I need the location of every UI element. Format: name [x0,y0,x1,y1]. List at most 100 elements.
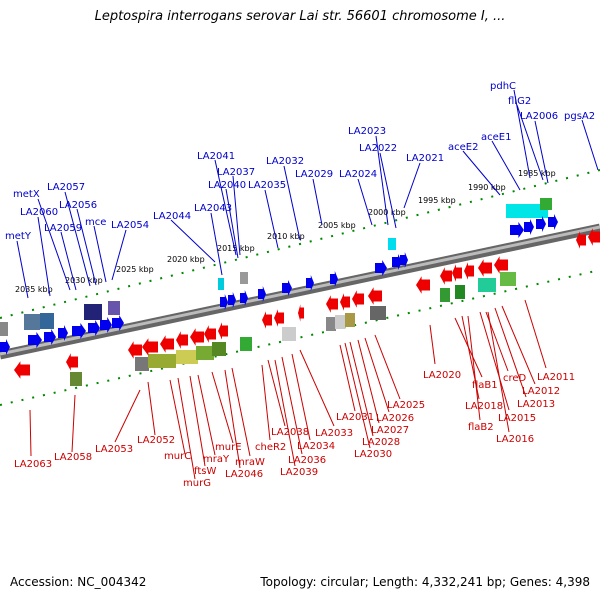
top-gene-labels: pdhC fliG2 LA2006 pgsA2 aceE1 aceE2 LA20… [5,81,595,242]
forward-gene-arrow[interactable] [282,280,292,296]
reverse-gene-arrow[interactable] [218,322,228,340]
forward-gene-arrow[interactable] [548,214,558,230]
reverse-gene-arrow[interactable] [368,287,382,305]
gene-label: metX [13,189,40,200]
forward-gene-arrow[interactable] [112,315,124,331]
reverse-gene-arrow[interactable] [128,341,142,359]
gene-label: LA2054 [111,220,149,231]
gene-label: LA2037 [217,167,255,178]
forward-gene-arrow[interactable] [88,320,100,336]
forward-gene-arrow[interactable] [400,252,408,268]
gene-label: LA2021 [406,153,444,164]
gene-label: LA2018 [465,401,503,412]
gene-label: LA2035 [248,180,286,191]
forward-gene-arrow[interactable] [228,292,236,308]
gene-label: mraW [235,457,265,468]
gene-label: LA2058 [54,452,92,463]
gene-label: LA2022 [359,143,397,154]
tick-label: 2035 kbp [15,285,53,294]
forward-gene-arrow[interactable] [28,332,42,348]
gene-label: LA2063 [14,459,52,470]
reverse-gene-arrow[interactable] [340,293,350,311]
reverse-gene-arrow[interactable] [326,295,338,313]
reverse-gene-arrow[interactable] [440,267,452,285]
accession-label: Accession: NC_004342 [10,575,147,589]
reverse-gene-arrow[interactable] [176,331,188,349]
tick-label: 2025 kbp [116,265,154,274]
tick-label: 2030 kbp [65,276,103,285]
reverse-gene-arrow[interactable] [494,256,508,274]
bottom-gene-labels: LA2011 LA2020 flaB1 creD LA2012 LA2018 L… [14,370,575,489]
forward-gene-arrow[interactable] [100,317,112,333]
reverse-gene-arrow[interactable] [478,259,492,277]
forward-gene-arrow[interactable] [240,290,248,306]
top-label-connectors [16,89,599,299]
gene-label: LA2006 [520,111,558,122]
tick-label: 2020 kbp [167,255,205,264]
gene-label: LA2053 [95,444,133,455]
gene-label: LA2013 [517,399,555,410]
reverse-gene-arrow[interactable] [14,361,30,379]
gene-label: LA2040 [208,180,246,191]
reverse-gene-arrow[interactable] [588,228,600,246]
map-title: Leptospira interrogans serovar Lai str. … [94,9,506,24]
forward-gene-arrow[interactable] [330,271,338,287]
gene-label: LA2057 [47,182,85,193]
gene-label: LA2044 [153,211,191,222]
reverse-gene-arrow[interactable] [190,328,204,346]
reverse-gene-arrow[interactable] [66,353,78,371]
gene-label: flaB1 [472,380,498,391]
forward-gene-arrow[interactable] [0,339,10,355]
tick-label: 2000 kbp [368,208,406,217]
gene-label: LA2031 [336,412,374,423]
reverse-gene-arrow[interactable] [452,264,462,282]
reverse-gene-arrow[interactable] [416,276,430,294]
gene-label: LA2052 [137,435,175,446]
forward-gene-arrow[interactable] [524,219,534,235]
forward-gene-arrow[interactable] [58,325,68,341]
forward-genes[interactable] [0,214,558,355]
gene-label: LA2012 [522,386,560,397]
reverse-gene-arrow[interactable] [142,338,158,356]
tick-label: 2010 kbp [267,232,305,241]
kbp-scale-top [0,169,600,319]
tick-label: 1985 kbp [518,169,556,178]
gene-label: LA2030 [354,449,392,460]
gene-label: murE [215,442,242,453]
gene-label: LA2039 [280,467,318,478]
gene-label: aceE2 [448,142,478,153]
reverse-gene-arrow[interactable] [576,231,586,249]
forward-gene-arrow[interactable] [536,216,546,232]
reverse-genes[interactable] [14,228,600,379]
gene-label: LA2015 [498,413,536,424]
gene-label: murG [183,478,211,489]
gene-label: LA2023 [348,126,386,137]
gene-label: LA2038 [271,427,309,438]
gene-label: mraY [203,454,230,465]
forward-gene-arrow[interactable] [510,222,524,238]
reverse-gene-arrow[interactable] [204,325,216,343]
reverse-gene-arrow[interactable] [262,311,272,329]
gene-label: LA2011 [537,372,575,383]
topology-label: Topology: circular; Length: 4,332,241 bp… [260,575,590,589]
gene-label: LA2016 [496,434,534,445]
reverse-gene-arrow[interactable] [160,335,174,353]
forward-gene-arrow[interactable] [306,275,314,291]
gene-label: LA2034 [297,441,335,452]
gene-label: LA2043 [194,203,232,214]
forward-gene-arrow[interactable] [44,329,56,345]
gene-label: LA2036 [288,455,326,466]
forward-gene-arrow[interactable] [72,323,86,339]
forward-gene-arrow[interactable] [392,254,402,270]
forward-gene-arrow[interactable] [220,294,228,310]
forward-gene-arrow[interactable] [375,260,387,276]
reverse-gene-arrow[interactable] [274,309,284,327]
reverse-gene-arrow[interactable] [298,304,304,322]
reverse-gene-arrow[interactable] [464,262,474,280]
tick-label: 2005 kbp [318,221,356,230]
gene-label: LA2025 [387,400,425,411]
forward-gene-arrow[interactable] [258,286,266,302]
tick-label: 1990 kbp [468,183,506,192]
reverse-gene-arrow[interactable] [352,290,364,308]
